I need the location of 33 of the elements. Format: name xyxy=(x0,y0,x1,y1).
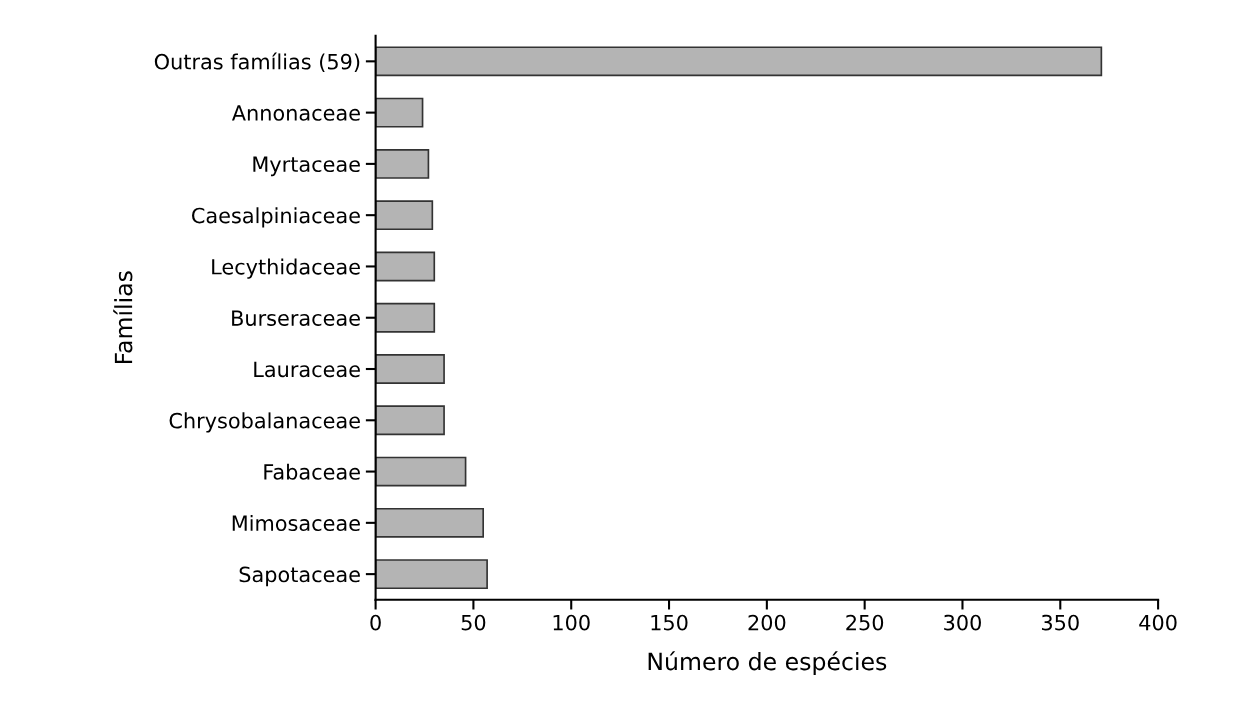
y-tick-label: Burseraceae xyxy=(232,310,360,326)
y-tick-label: Mimosaceae xyxy=(232,514,360,532)
y-tick-label: Myrtaceae xyxy=(253,156,360,177)
x-tick-label: 350 xyxy=(1041,614,1079,631)
x-tick-label: 400 xyxy=(1139,614,1177,631)
bar xyxy=(375,354,445,384)
bar xyxy=(375,97,424,128)
x-tick-label: 50 xyxy=(461,614,486,631)
bar xyxy=(375,559,488,590)
y-tick-label: Chrysobalanaceae xyxy=(169,412,360,433)
y-tick-label: Lauraceae xyxy=(254,361,360,378)
x-tick-label: 250 xyxy=(846,614,884,631)
y-tick-label: Annonaceae xyxy=(231,105,360,121)
x-tick-label: 200 xyxy=(748,614,786,631)
x-tick-label: 0 xyxy=(370,614,381,631)
bar xyxy=(375,302,436,333)
y-tick-label: Caesalpiniaceae xyxy=(192,207,360,228)
bar xyxy=(375,46,1103,77)
y-tick-label: Fabaceae xyxy=(264,463,360,480)
x-tick-label: 150 xyxy=(651,614,688,631)
x-axis-title: Número de espécies xyxy=(648,651,887,675)
x-tick-label: 300 xyxy=(944,614,981,631)
bar xyxy=(375,507,485,538)
bar xyxy=(375,148,430,179)
x-tick-label: 100 xyxy=(553,614,590,631)
bar xyxy=(375,251,436,282)
y-tick-label: Lecythidaceae xyxy=(212,258,360,279)
bar xyxy=(375,200,434,231)
bar xyxy=(375,405,445,436)
y-axis-title: Famílias xyxy=(113,271,133,364)
bar xyxy=(375,456,467,487)
y-tick-label: Sapotaceae xyxy=(239,566,360,587)
y-tick-label: Outras famílias (59) xyxy=(154,52,360,72)
